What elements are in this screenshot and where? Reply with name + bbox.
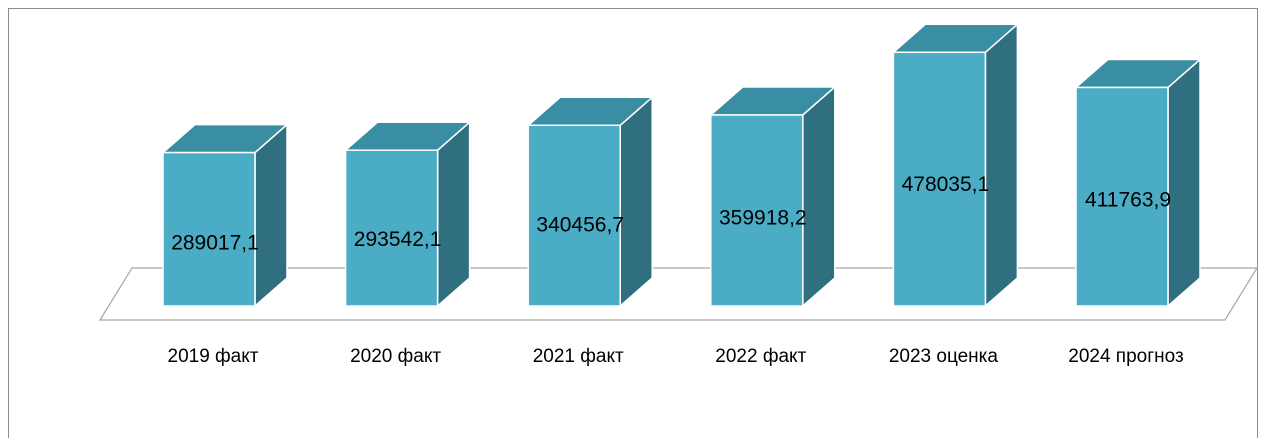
bar-side-face xyxy=(619,95,653,308)
value-label: 411763,9 xyxy=(1085,189,1171,212)
bar-front-face xyxy=(710,114,804,307)
bar-front-face xyxy=(1075,86,1169,307)
bar-side-face xyxy=(802,85,836,308)
category-label: 2019 факт xyxy=(168,346,259,367)
bar-3 xyxy=(526,95,655,308)
bar-4 xyxy=(708,85,837,308)
bar-front-face xyxy=(162,151,256,307)
bar-front-face xyxy=(344,149,439,307)
category-label: 2020 факт xyxy=(350,346,441,367)
bar-chart-3d: 289017,1 293542,1 340456,7 359918,2 478035,1… xyxy=(98,22,1259,367)
bar-front-face xyxy=(892,51,987,307)
category-label: 2024 прогноз xyxy=(1068,346,1183,367)
bar-6 xyxy=(1074,57,1202,308)
bar-side-face xyxy=(984,22,1019,308)
bar-side-face xyxy=(1167,57,1201,308)
bar-5 xyxy=(891,22,1020,308)
bar-front-face xyxy=(527,124,621,307)
category-label: 2023 оценка xyxy=(889,346,999,367)
chart-border xyxy=(8,8,1258,438)
bar-side-face xyxy=(436,120,471,308)
bar-side-face xyxy=(254,122,288,308)
value-label: 289017,1 xyxy=(171,231,259,254)
chart-frame: 289017,1 293542,1 340456,7 359918,2 478035,1… xyxy=(8,8,1259,438)
bar-1 xyxy=(161,122,289,308)
category-label: 2022 факт xyxy=(715,346,806,367)
value-label: 478035,1 xyxy=(902,173,990,196)
category-label: 2021 факт xyxy=(533,346,624,367)
value-label: 293542,1 xyxy=(354,228,442,251)
value-label: 340456,7 xyxy=(536,214,624,237)
bar-2 xyxy=(343,120,472,308)
value-label: 359918,2 xyxy=(719,206,807,229)
